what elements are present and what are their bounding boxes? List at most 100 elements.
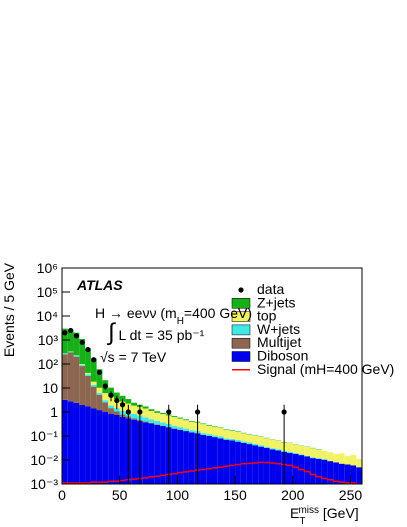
histogram-bar: [90, 384, 97, 387]
histogram-bar: [252, 443, 259, 446]
histogram-bar: [240, 441, 247, 443]
histogram-bar: [275, 450, 282, 484]
histogram-bar: [333, 453, 339, 463]
histogram-bar: [321, 460, 328, 484]
histogram-bar: [212, 427, 218, 436]
histogram-bar: [258, 446, 264, 484]
histogram-bar: [142, 422, 149, 484]
legend-label: Signal (mH=400 GeV): [257, 361, 394, 377]
data-point: [91, 357, 97, 363]
histogram-bar: [125, 399, 132, 404]
histogram-bar: [200, 424, 207, 434]
y-axis-label: Events / 5 GeV: [1, 262, 17, 357]
histogram-bar: [90, 381, 97, 385]
legend-marker: [231, 324, 251, 336]
histogram-bar: [275, 440, 282, 450]
histogram-bar: [160, 426, 166, 484]
histogram-bar: [263, 446, 270, 448]
histogram-bar: [350, 465, 357, 484]
y-tick-label: 10⁻¹: [30, 428, 58, 444]
histogram-bar: [108, 408, 114, 414]
text-part: E: [290, 505, 299, 521]
text-part: miss: [298, 505, 319, 516]
histogram-bar: [142, 406, 149, 409]
histogram-bar: [333, 462, 339, 484]
histogram-bar: [96, 387, 103, 393]
histogram-bar: [321, 459, 328, 460]
histogram-bar: [269, 448, 276, 450]
histogram-bar: [171, 425, 178, 429]
histogram-bar: [96, 394, 103, 411]
y-tick-label: 10⁻³: [30, 476, 58, 492]
histogram-bar: [79, 404, 86, 484]
legend-label: data: [257, 281, 284, 297]
histogram-bar: [177, 429, 184, 484]
histogram-bar: [217, 438, 224, 484]
histogram-bar: [73, 355, 80, 357]
histogram-bar: [223, 429, 230, 430]
histogram-bar: [108, 413, 114, 484]
histogram-bar: [269, 439, 276, 449]
histogram-bar: [235, 440, 241, 442]
x-tick-label: 200: [281, 487, 305, 503]
histogram-bar: [154, 412, 161, 421]
data-point: [73, 333, 80, 339]
legend-label: Z+jets: [257, 294, 296, 310]
text-part: =400 GeV): [184, 305, 252, 321]
histogram-bar: [96, 410, 103, 484]
y-tick-label: 10²: [38, 356, 59, 372]
y-tick-label: 10⁶: [37, 260, 58, 276]
histogram-bar: [73, 356, 80, 403]
histogram-bar: [258, 445, 264, 447]
legend-label: Diboson: [257, 348, 308, 364]
histogram-bar: [246, 442, 253, 445]
data-point: [96, 369, 103, 375]
histogram-bar: [298, 454, 305, 456]
x-axis-label: ETmiss [GeV]: [290, 505, 359, 527]
histogram-bar: [310, 458, 316, 484]
histogram-bar: [206, 424, 212, 426]
y-tick-label: 10³: [38, 332, 59, 348]
histogram-bar: [102, 393, 109, 401]
histogram-bar: [229, 430, 236, 439]
histogram-bar: [102, 402, 109, 412]
histogram-bar: [275, 449, 282, 451]
histogram-bar: [229, 440, 236, 484]
histogram-bar: [62, 354, 68, 400]
annotation: H → eeνν (mH=400 GeV): [95, 305, 252, 327]
histogram-bar: [183, 419, 189, 421]
histogram-bar: [310, 457, 316, 459]
histogram-bar: [67, 401, 74, 484]
histogram-bar: [177, 418, 184, 428]
histogram-bar: [79, 366, 86, 405]
histogram-bar: [148, 411, 155, 420]
histogram-bar: [171, 416, 178, 418]
text-part: [GeV]: [319, 505, 359, 521]
histogram-bar: [252, 435, 259, 444]
histogram-bar: [183, 420, 189, 429]
histogram-bar: [200, 423, 207, 425]
data-point: [114, 397, 120, 404]
histogram-bar: [90, 386, 97, 409]
histogram-bar: [240, 433, 247, 442]
legend-label: Multijet: [257, 334, 301, 350]
x-tick-label: 0: [58, 487, 66, 503]
data-point: [79, 339, 85, 345]
histogram-bar: [67, 352, 74, 402]
histogram-bar: [188, 420, 195, 422]
histogram-bar: [154, 420, 161, 425]
data-point: [194, 409, 201, 415]
histogram-bar: [292, 453, 299, 484]
histogram-bar: [321, 450, 328, 460]
histogram-bar: [235, 431, 241, 441]
histogram-bar: [62, 353, 68, 355]
histogram-bar: [258, 436, 264, 446]
histogram-bar: [73, 402, 80, 484]
text-part: L dt = 35 pb⁻¹: [115, 327, 205, 343]
histogram-bar: [206, 425, 212, 435]
histogram-bar: [96, 369, 103, 388]
histogram-bar: [292, 444, 299, 453]
plot-area: [62, 327, 362, 484]
histogram-bar: [113, 392, 120, 400]
